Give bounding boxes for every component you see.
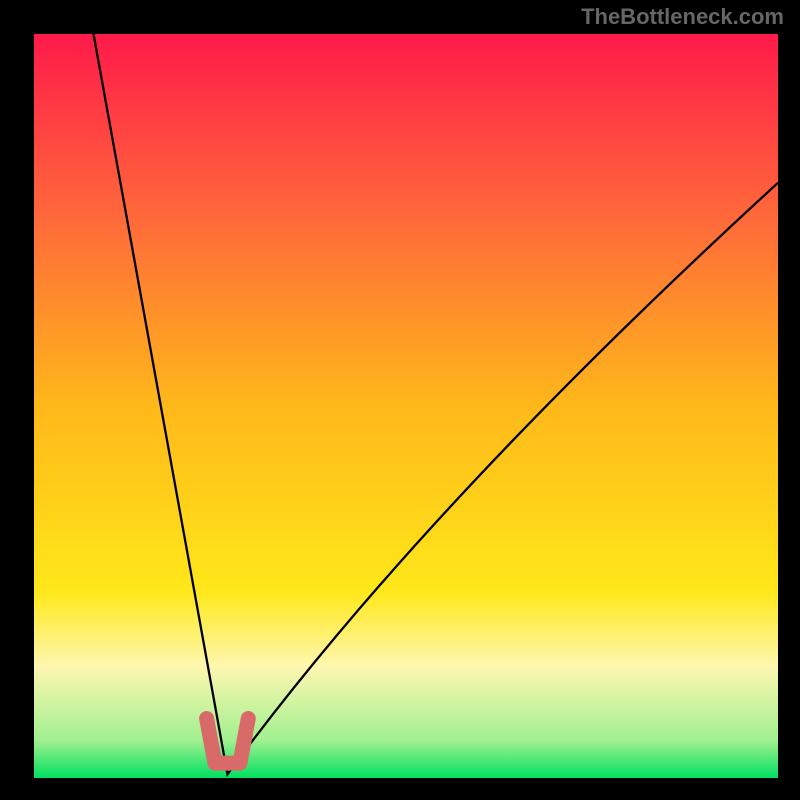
valley-marker (207, 718, 249, 763)
watermark-text: TheBottleneck.com (581, 4, 784, 30)
bottleneck-curve (94, 34, 778, 774)
chart-container: TheBottleneck.com (0, 0, 800, 800)
chart-svg (0, 0, 800, 800)
